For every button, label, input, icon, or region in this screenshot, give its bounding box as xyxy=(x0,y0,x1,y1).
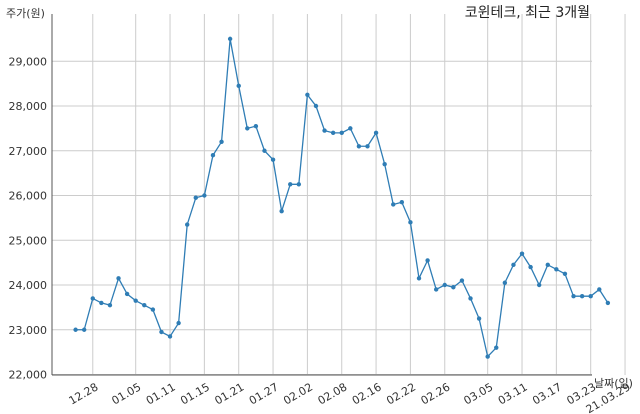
price-point xyxy=(399,200,405,205)
price-point xyxy=(227,36,233,42)
price-point xyxy=(193,195,198,200)
price-point xyxy=(571,293,576,299)
price-point xyxy=(528,264,533,270)
y-axis-label: 주가(원) xyxy=(6,7,45,20)
price-point xyxy=(116,276,121,281)
price-point xyxy=(605,300,611,306)
price-point xyxy=(142,302,147,308)
price-point xyxy=(451,285,456,290)
x-tick-label: 01.15 xyxy=(178,380,212,407)
x-tick-label: 12.28 xyxy=(67,380,101,407)
price-point xyxy=(416,276,422,281)
price-point xyxy=(348,126,353,131)
price-point xyxy=(511,262,516,268)
price-point xyxy=(459,278,465,283)
x-tick-label: 01.21 xyxy=(213,380,247,407)
price-point xyxy=(313,103,319,109)
price-point xyxy=(433,287,439,292)
x-tick-labels: 12.28 01.05 01.11 01.15 01.21 01.27 02.02 02.08… xyxy=(67,380,633,414)
price-point xyxy=(365,144,370,149)
price-point xyxy=(554,267,559,272)
price-point xyxy=(150,307,156,312)
y-tick-label: 22,000 xyxy=(9,369,48,382)
y-tick-labels: 22,000 23,000 24,000 25,000 26,000 27,000 28,0… xyxy=(9,55,48,381)
price-point xyxy=(210,153,216,158)
price-point xyxy=(124,291,130,297)
price-point xyxy=(159,329,164,335)
price-point xyxy=(107,302,113,308)
y-tick-label: 28,000 xyxy=(9,100,48,113)
x-tick-label: 02.02 xyxy=(281,380,315,407)
price-point xyxy=(279,208,284,214)
price-point xyxy=(536,282,542,288)
price-point xyxy=(502,280,508,285)
price-point xyxy=(562,271,568,277)
price-point xyxy=(476,316,482,321)
x-tick-label: 02.22 xyxy=(384,380,418,407)
price-point xyxy=(288,182,293,187)
price-point xyxy=(442,282,447,288)
x-tick-label: 02.16 xyxy=(350,380,384,407)
x-axis-label: 날짜(일) xyxy=(594,376,633,390)
price-point xyxy=(519,251,525,256)
x-gridlines xyxy=(92,14,626,375)
y-tick-label: 24,000 xyxy=(9,279,48,292)
price-point xyxy=(330,130,336,136)
price-point xyxy=(90,296,95,301)
price-point xyxy=(253,123,259,129)
y-tick-label: 26,000 xyxy=(9,190,48,203)
price-point xyxy=(339,130,344,136)
price-point xyxy=(545,262,550,268)
price-point xyxy=(468,296,473,301)
price-point xyxy=(236,83,241,89)
x-tick-label: 01.05 xyxy=(110,380,144,407)
price-point xyxy=(588,293,593,299)
price-point xyxy=(322,128,327,133)
price-point xyxy=(219,139,224,144)
price-point xyxy=(305,92,310,98)
price-point xyxy=(81,327,87,332)
price-point xyxy=(262,148,267,153)
y-gridlines xyxy=(52,60,592,375)
y-tick-label: 23,000 xyxy=(9,324,48,337)
price-point xyxy=(176,320,181,326)
x-tick-label: 02.26 xyxy=(419,380,453,407)
price-points xyxy=(73,36,611,359)
y-tick-label: 25,000 xyxy=(9,234,48,247)
x-tick-label: 01.27 xyxy=(247,380,281,407)
price-point xyxy=(408,220,413,225)
chart-title: 코윈테크, 최근 3개월 xyxy=(465,5,590,21)
price-point xyxy=(425,258,430,263)
price-point xyxy=(185,222,190,227)
price-point xyxy=(133,298,138,303)
price-point xyxy=(391,202,396,207)
price-point xyxy=(296,182,302,187)
price-point xyxy=(485,354,490,359)
y-tick-label: 27,000 xyxy=(9,145,48,158)
x-tick-label: 03.17 xyxy=(530,380,564,407)
price-point xyxy=(73,327,78,332)
price-point xyxy=(245,126,250,131)
price-point xyxy=(579,293,585,299)
price-point xyxy=(382,161,387,167)
x-tick-label: 03.05 xyxy=(462,380,496,407)
x-tick-label: 03.11 xyxy=(496,380,530,407)
price-point xyxy=(202,193,207,198)
x-tick-label: 01.11 xyxy=(144,380,178,407)
price-point xyxy=(99,300,104,306)
price-point xyxy=(597,287,602,292)
price-point xyxy=(494,345,499,350)
x-tick-label: 02.08 xyxy=(316,380,350,407)
price-point xyxy=(373,130,379,136)
price-point xyxy=(270,157,276,162)
price-point xyxy=(167,334,173,339)
price-point xyxy=(356,144,362,149)
y-tick-label: 29,000 xyxy=(9,55,48,68)
